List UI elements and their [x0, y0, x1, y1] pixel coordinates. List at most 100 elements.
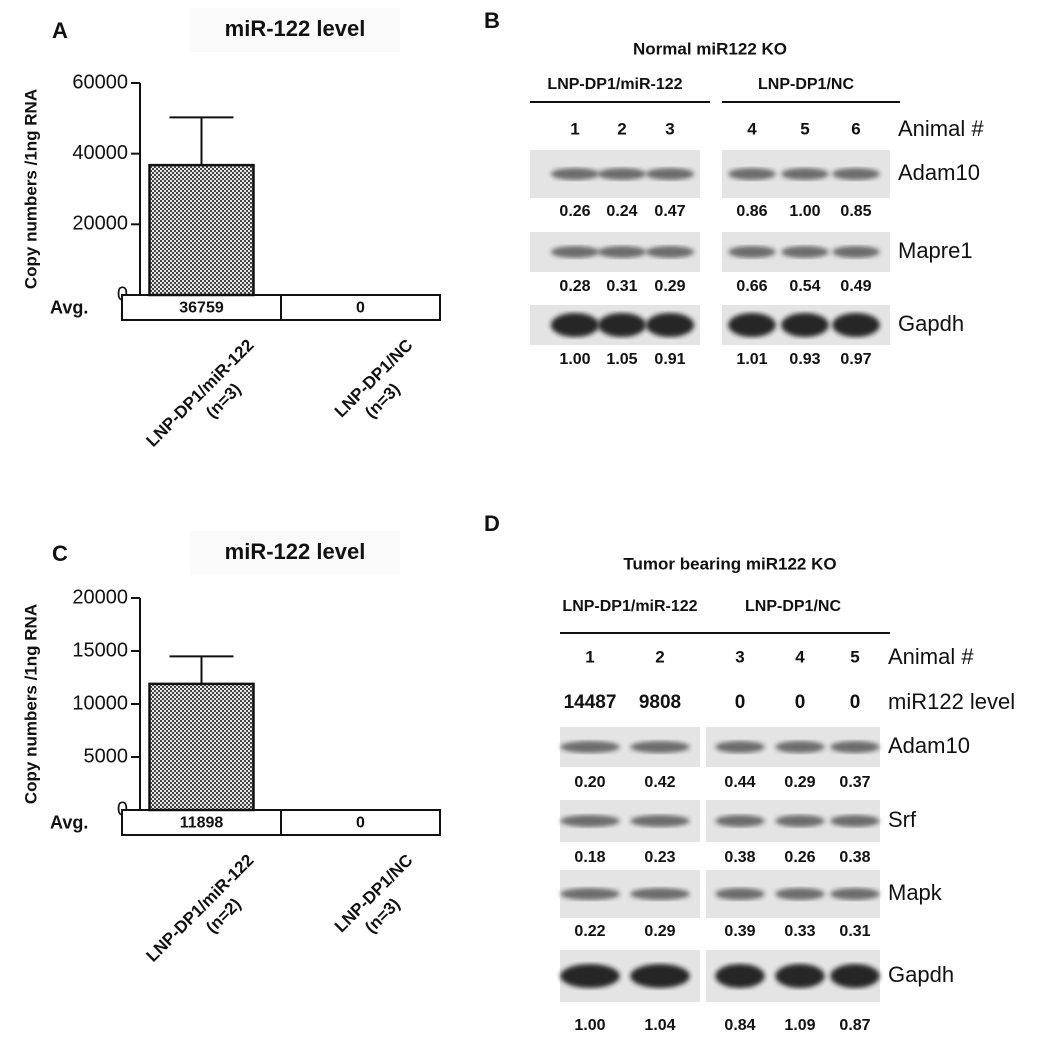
category-label: LNP-DP1/NC(n=3)	[331, 851, 417, 937]
chart-title: miR-122 level	[225, 16, 366, 41]
blot-band	[830, 964, 880, 988]
band-quantification: 0.26	[559, 203, 590, 220]
blot-band	[728, 168, 776, 180]
protein-label: Adam10	[898, 160, 980, 185]
category-label: LNP-DP1/miR-122(n=3)	[143, 336, 258, 451]
y-tick-label: 10000	[72, 692, 128, 714]
blot-band	[645, 313, 695, 337]
band-quantification: 1.00	[574, 1017, 605, 1034]
group-label: LNP-DP1/NC	[745, 598, 841, 615]
category-label: LNP-DP1/miR-122(n=2)	[143, 851, 258, 966]
table-label: Avg.	[50, 812, 88, 832]
band-quantification: 0.26	[784, 849, 815, 866]
group-label: LNP-DP1/NC	[758, 76, 854, 93]
group-label: LNP-DP1/miR-122	[562, 598, 697, 615]
mir-level-value: 0	[850, 692, 861, 713]
band-quantification: 0.29	[784, 774, 815, 791]
bar	[148, 163, 255, 297]
blot-band	[630, 888, 690, 900]
band-quantification: 0.97	[840, 351, 871, 368]
avg-value: 0	[356, 815, 365, 832]
lane-number: 5	[800, 119, 809, 138]
mir-level-value: 14487	[564, 692, 617, 713]
blot-band	[830, 888, 880, 900]
lane-number: 3	[735, 647, 744, 666]
blot-band	[597, 246, 647, 258]
blot-band	[781, 313, 829, 337]
avg-value: 36759	[179, 300, 224, 317]
title-box	[190, 8, 400, 52]
band-quantification: 1.09	[784, 1017, 815, 1034]
band-quantification: 1.00	[789, 203, 820, 220]
blot-band	[560, 888, 620, 900]
band-quantification: 0.18	[574, 849, 605, 866]
band-quantification: 0.31	[606, 278, 637, 295]
lane-number: 3	[665, 119, 674, 138]
blot-band	[645, 246, 695, 258]
band-quantification: 0.29	[654, 278, 685, 295]
band-quantification: 0.47	[654, 203, 685, 220]
blot-band	[775, 741, 825, 753]
band-quantification: 0.86	[736, 203, 767, 220]
band-quantification: 0.20	[574, 774, 605, 791]
lane-number: 1	[585, 647, 594, 666]
bar	[148, 682, 255, 812]
protein-label: Srf	[888, 807, 917, 832]
blot-band	[597, 313, 647, 337]
lane-label: Animal #	[898, 116, 984, 141]
table-label: Avg.	[50, 297, 88, 317]
blot-band	[775, 888, 825, 900]
lane-number: 1	[570, 119, 579, 138]
band-quantification: 0.33	[784, 923, 815, 940]
blot-band	[560, 741, 620, 753]
title-box	[190, 531, 400, 575]
y-tick-label: 20000	[72, 586, 128, 608]
lane-number: 2	[617, 119, 626, 138]
blot-title: Normal miR122 KO	[633, 39, 787, 58]
avg-value: 0	[356, 300, 365, 317]
band-quantification: 0.31	[839, 923, 870, 940]
blot-band	[775, 815, 825, 827]
lane-number: 6	[851, 119, 860, 138]
band-quantification: 0.49	[840, 278, 871, 295]
blot-band	[715, 888, 765, 900]
protein-label: Mapre1	[898, 238, 973, 263]
blot-band	[832, 246, 880, 258]
band-quantification: 0.93	[789, 351, 820, 368]
blot-band	[560, 964, 620, 988]
mir-level-value: 0	[735, 692, 746, 713]
protein-label: Mapk	[888, 880, 943, 905]
y-axis-title: Copy numbers /1ng RNA	[21, 604, 40, 804]
mir-level-label: miR122 level	[888, 689, 1015, 714]
band-quantification: 1.00	[559, 351, 590, 368]
band-quantification: 0.37	[839, 774, 870, 791]
band-quantification: 1.05	[606, 351, 637, 368]
band-quantification: 1.01	[736, 351, 767, 368]
y-tick-label: 40000	[72, 142, 128, 164]
blot-band	[728, 313, 776, 337]
blot-band	[830, 741, 880, 753]
chart-title: miR-122 level	[225, 539, 366, 564]
blot-band	[630, 815, 690, 827]
lane-number: 5	[850, 647, 859, 666]
blot-band	[550, 246, 600, 258]
blot-band	[560, 815, 620, 827]
mir-level-value: 0	[795, 692, 806, 713]
y-tick-label: 5000	[84, 745, 129, 767]
blot-band	[715, 964, 765, 988]
lane-label: Animal #	[888, 644, 974, 669]
blot-band	[550, 313, 600, 337]
panel-label: C	[52, 541, 68, 566]
blot-title: Tumor bearing miR122 KO	[623, 554, 836, 573]
blot-band	[715, 815, 765, 827]
error-bar	[169, 116, 234, 166]
band-quantification: 0.28	[559, 278, 590, 295]
band-quantification: 0.84	[724, 1017, 755, 1034]
band-quantification: 0.22	[574, 923, 605, 940]
band-quantification: 0.42	[644, 774, 675, 791]
lane-number: 4	[747, 119, 757, 138]
band-quantification: 0.87	[839, 1017, 870, 1034]
avg-value: 11898	[180, 815, 224, 832]
band-quantification: 0.23	[644, 849, 675, 866]
